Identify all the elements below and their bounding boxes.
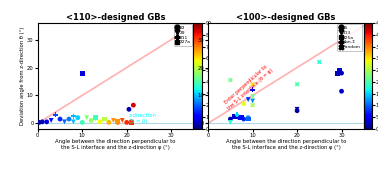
Y-axis label: <110> Asymmetric angle (°): <110> Asymmetric angle (°) [209,40,214,112]
Point [234,113,240,116]
Point [124,121,130,124]
Point [79,121,85,124]
Point [79,72,85,75]
Point [57,118,63,121]
Point [239,116,245,119]
Legend: Σ3, Σ9, Σ11, Σ27a: Σ3, Σ9, Σ11, Σ27a [174,24,192,46]
Point [36,121,42,124]
Point [241,102,247,105]
Point [245,98,251,101]
Point [249,88,256,91]
Point [228,118,234,121]
Point [241,118,247,121]
Point [126,108,132,111]
Point [249,100,256,102]
Point [128,121,134,124]
X-axis label: Angle between the direction perpendicular to
the S-L interface and the z-directi: Angle between the direction perpendicula… [56,139,176,150]
Point [93,116,99,119]
X-axis label: Angle between the direction perpendicular to
the S-L interface and the z-directi: Angle between the direction perpendicula… [226,139,346,150]
Title: <110>-designed GBs: <110>-designed GBs [66,13,165,22]
Point [316,61,322,63]
Point [106,121,112,124]
Text: Enter perpendicular to
the S-L interface (θ = φ): Enter perpendicular to the S-L interface… [223,63,274,111]
Point [336,69,342,72]
Point [294,109,300,112]
Point [130,104,136,107]
Point [232,115,238,118]
Point [249,104,256,107]
Point [93,118,99,121]
Point [236,116,242,119]
Point [228,121,234,124]
Point [128,120,134,123]
Point [101,118,107,121]
Point [70,115,76,118]
Point [249,95,256,98]
Text: z-direction
(θ = 0): z-direction (θ = 0) [129,113,157,124]
Point [245,116,251,119]
Point [97,120,103,123]
Point [294,108,300,111]
Point [44,120,50,123]
Point [228,79,234,82]
Point [115,121,121,124]
Y-axis label: Deviation angle from z-direction θ (°): Deviation angle from z-direction θ (°) [20,27,25,125]
Point [62,120,68,123]
Legend: Σ5, Σ13, Σ25a, Non-Σ, Random: Σ5, Σ13, Σ25a, Non-Σ, Random [338,24,363,51]
Point [66,118,72,121]
Point [84,116,90,119]
Point [48,119,54,122]
Point [294,83,300,86]
Point [249,83,256,86]
Point [334,72,340,75]
Point [53,113,59,116]
Point [245,118,251,121]
Point [119,119,125,122]
Point [339,72,345,75]
Point [115,120,121,123]
Point [70,120,76,123]
Title: <100>-designed GBs: <100>-designed GBs [236,13,336,22]
Point [75,116,81,119]
Point [88,119,94,122]
Point [39,120,45,123]
Point [339,90,345,93]
Point [110,119,116,122]
